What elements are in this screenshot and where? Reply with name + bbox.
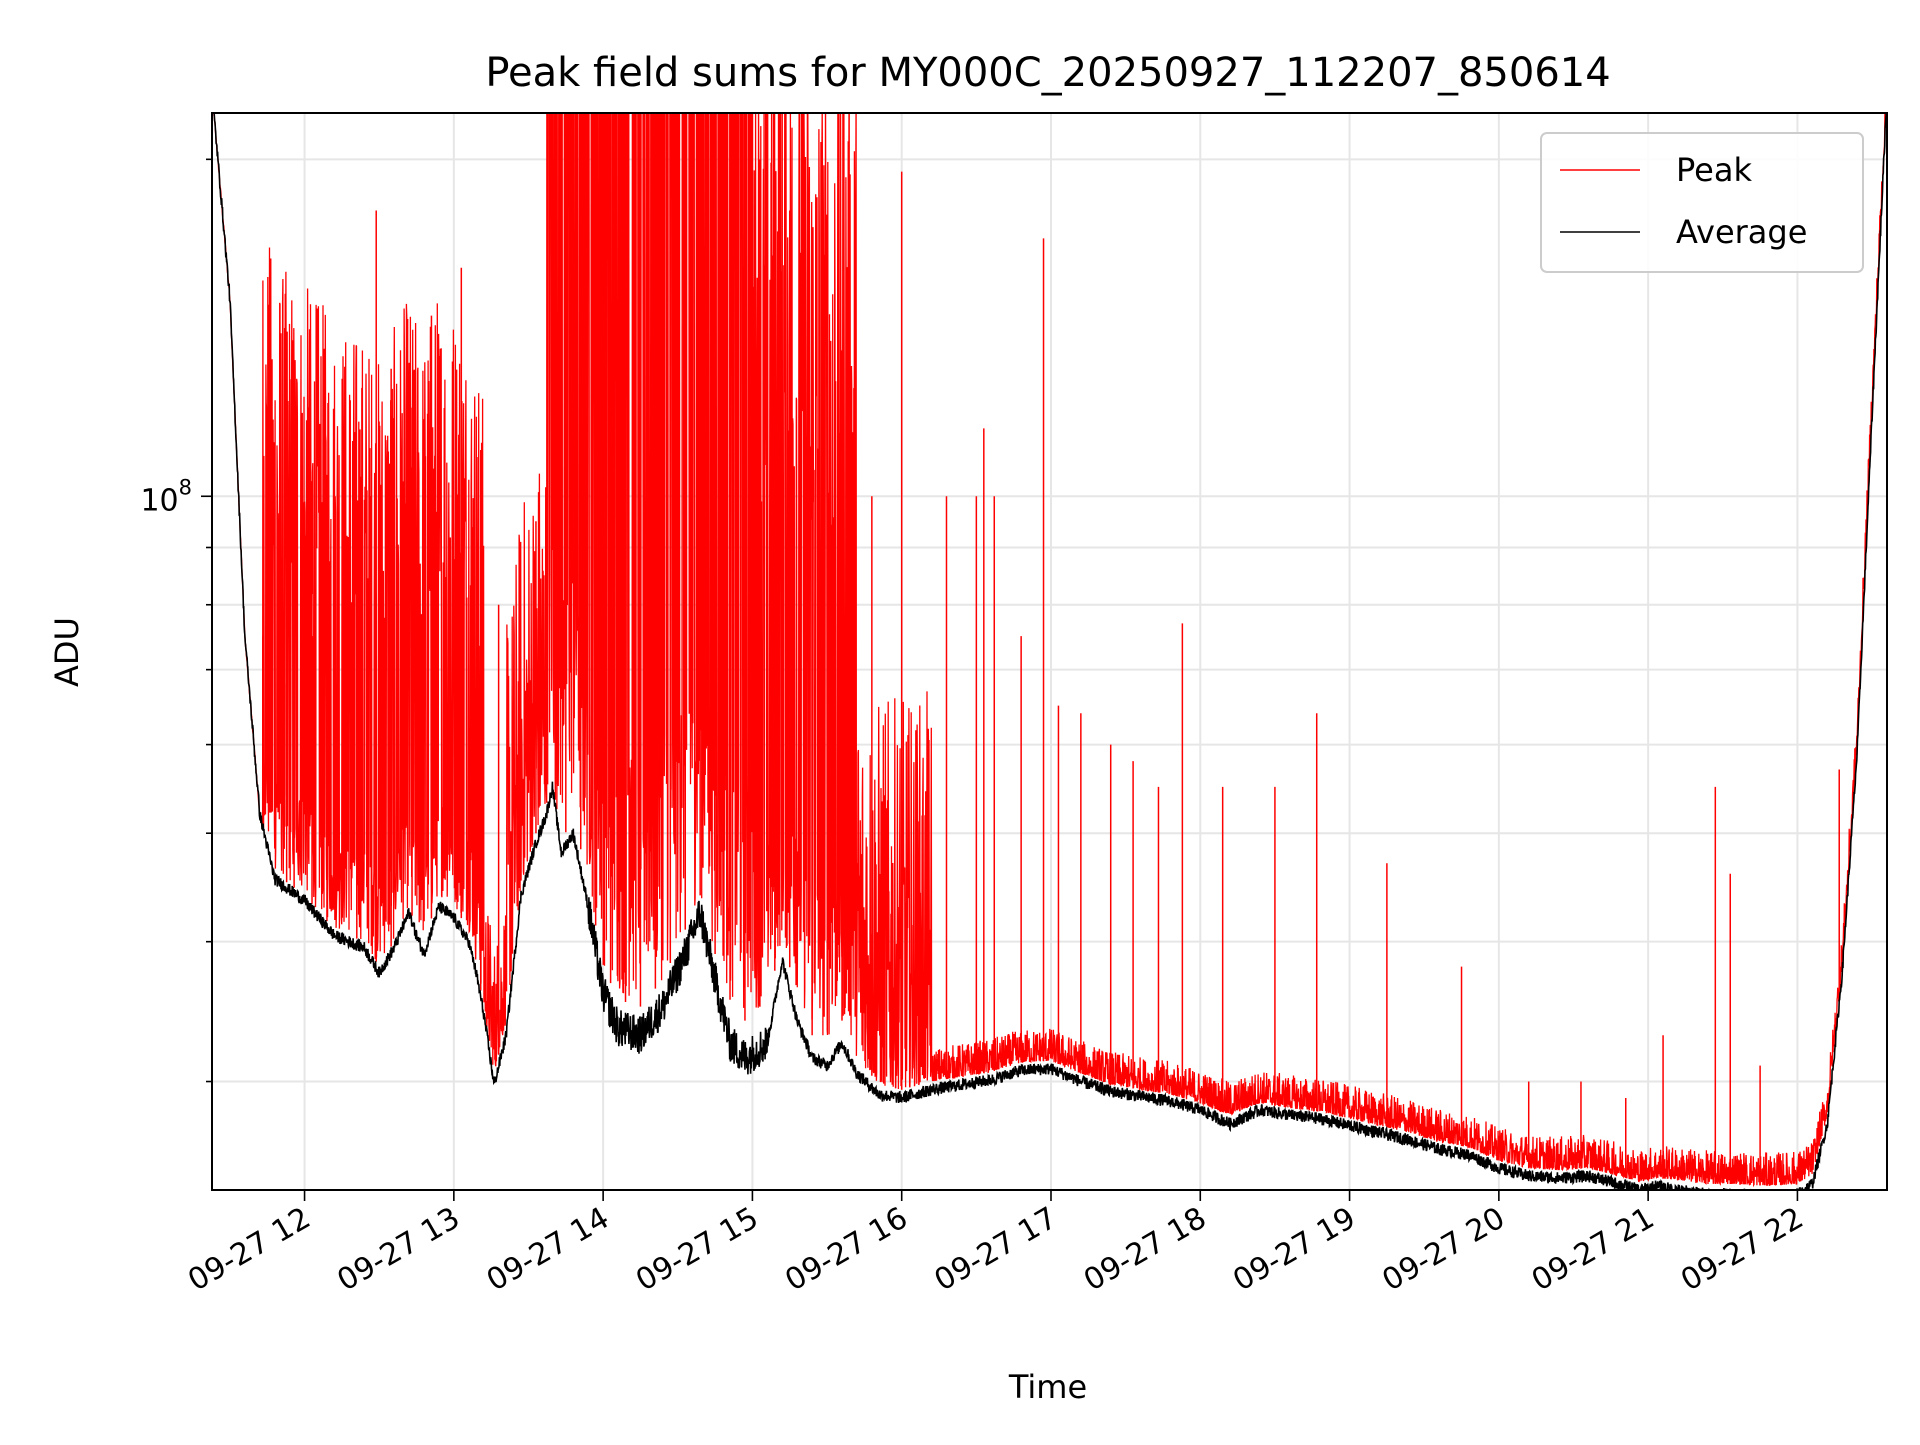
x-axis-label: Time: [1008, 1368, 1087, 1406]
series-area: [213, 113, 1887, 1190]
chart-title: Peak field sums for MY000C_20250927_1122…: [485, 50, 1610, 96]
x-tick-label: 09-27 19: [1227, 1201, 1361, 1299]
x-tick-label: 09-27 18: [1078, 1201, 1212, 1299]
x-tick-label: 09-27 20: [1377, 1201, 1511, 1299]
y-tick-label: 108: [140, 475, 192, 518]
legend: Peak Average: [1540, 132, 1864, 273]
x-tick-label: 09-27 14: [481, 1201, 615, 1299]
peak-series-line: [213, 113, 1887, 1188]
x-tick-label: 09-27 22: [1675, 1201, 1809, 1299]
legend-label-average: Average: [1676, 213, 1807, 251]
x-tick-label: 09-27 15: [630, 1201, 764, 1299]
legend-label-peak: Peak: [1676, 151, 1752, 189]
x-tick-label: 09-27 16: [779, 1201, 913, 1299]
x-tick-label: 09-27 13: [332, 1201, 466, 1299]
x-tick-label: 09-27 17: [929, 1201, 1063, 1299]
y-axis: 108: [140, 158, 212, 1083]
plot-frame: [211, 112, 1888, 1191]
y-tick-label-exponent: 8: [179, 475, 192, 499]
x-tick-label: 09-27 21: [1526, 1201, 1660, 1299]
x-axis: 09-27 12 09-27 13 09-27 14 09-27 15 09-27 16…: [182, 1190, 1809, 1298]
legend-box: [1540, 132, 1864, 273]
y-axis-label: ADU: [48, 617, 86, 687]
x-tick-label: 09-27 12: [182, 1201, 316, 1299]
grid: [212, 113, 1887, 1190]
y-tick-label-base: 10: [140, 483, 178, 518]
average-series-line: [213, 113, 1887, 1190]
